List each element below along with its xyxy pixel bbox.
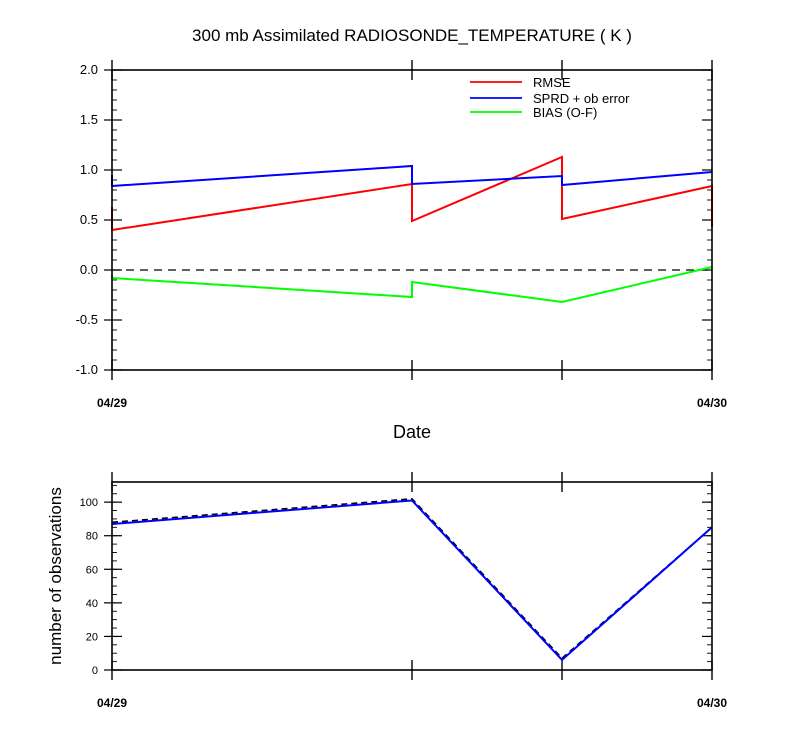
series-line-observations-possible — [111, 497, 713, 660]
y-tick-label: 0 — [92, 665, 98, 677]
y-tick-label: -0.5 — [76, 312, 98, 327]
y-tick-label: 40 — [86, 598, 98, 610]
y-tick-label: 60 — [86, 564, 98, 576]
top-y-tick-labels: -1.0 -0.5 0.0 0.5 1.0 1.5 2.0 — [76, 62, 98, 377]
y-tick-label: 0.5 — [80, 212, 98, 227]
chart-title: 300 mb Assimilated RADIOSONDE_TEMPERATUR… — [192, 26, 632, 45]
x-axis-label: Date — [393, 422, 431, 442]
top-series-group — [111, 155, 713, 304]
series-line-sprd-ob-error — [111, 164, 713, 188]
top-minor-ticks — [104, 60, 713, 380]
y-tick-label: 20 — [86, 631, 98, 643]
bottom-plot-frame — [111, 481, 713, 671]
y-tick-label: 100 — [80, 497, 98, 509]
y-tick-label: 1.5 — [80, 112, 98, 127]
x-tick-label: 04/29 — [97, 396, 127, 410]
y-tick-label: -1.0 — [76, 362, 98, 377]
bottom-series-group — [111, 497, 713, 662]
bottom-minor-ticks — [104, 472, 713, 680]
x-tick-label: 04/30 — [697, 696, 727, 710]
y-tick-label: 1.0 — [80, 162, 98, 177]
top-x-tick-labels: 04/29 04/30 — [97, 396, 727, 410]
x-tick-label: 04/29 — [97, 696, 127, 710]
y-axis-label-observations: number of observations — [46, 487, 65, 665]
top-plot-frame — [111, 69, 713, 371]
legend-label-rmse: RMSE — [533, 75, 571, 90]
legend: RMSE SPRD + ob error BIAS (O-F) — [470, 75, 630, 120]
legend-label-sprd: SPRD + ob error — [533, 91, 630, 106]
bottom-y-tick-labels: 0 20 40 60 80 100 — [80, 497, 98, 677]
y-tick-label: 80 — [86, 531, 98, 543]
x-tick-label: 04/30 — [697, 396, 727, 410]
series-line-rmse — [111, 155, 713, 232]
y-tick-label: 0.0 — [80, 262, 98, 277]
bottom-x-tick-labels: 04/29 04/30 — [97, 696, 727, 710]
series-line-observations-assimilated — [111, 499, 713, 662]
y-tick-label: 2.0 — [80, 62, 98, 77]
series-line-bias-o-f — [111, 266, 713, 304]
legend-label-bias: BIAS (O-F) — [533, 105, 597, 120]
